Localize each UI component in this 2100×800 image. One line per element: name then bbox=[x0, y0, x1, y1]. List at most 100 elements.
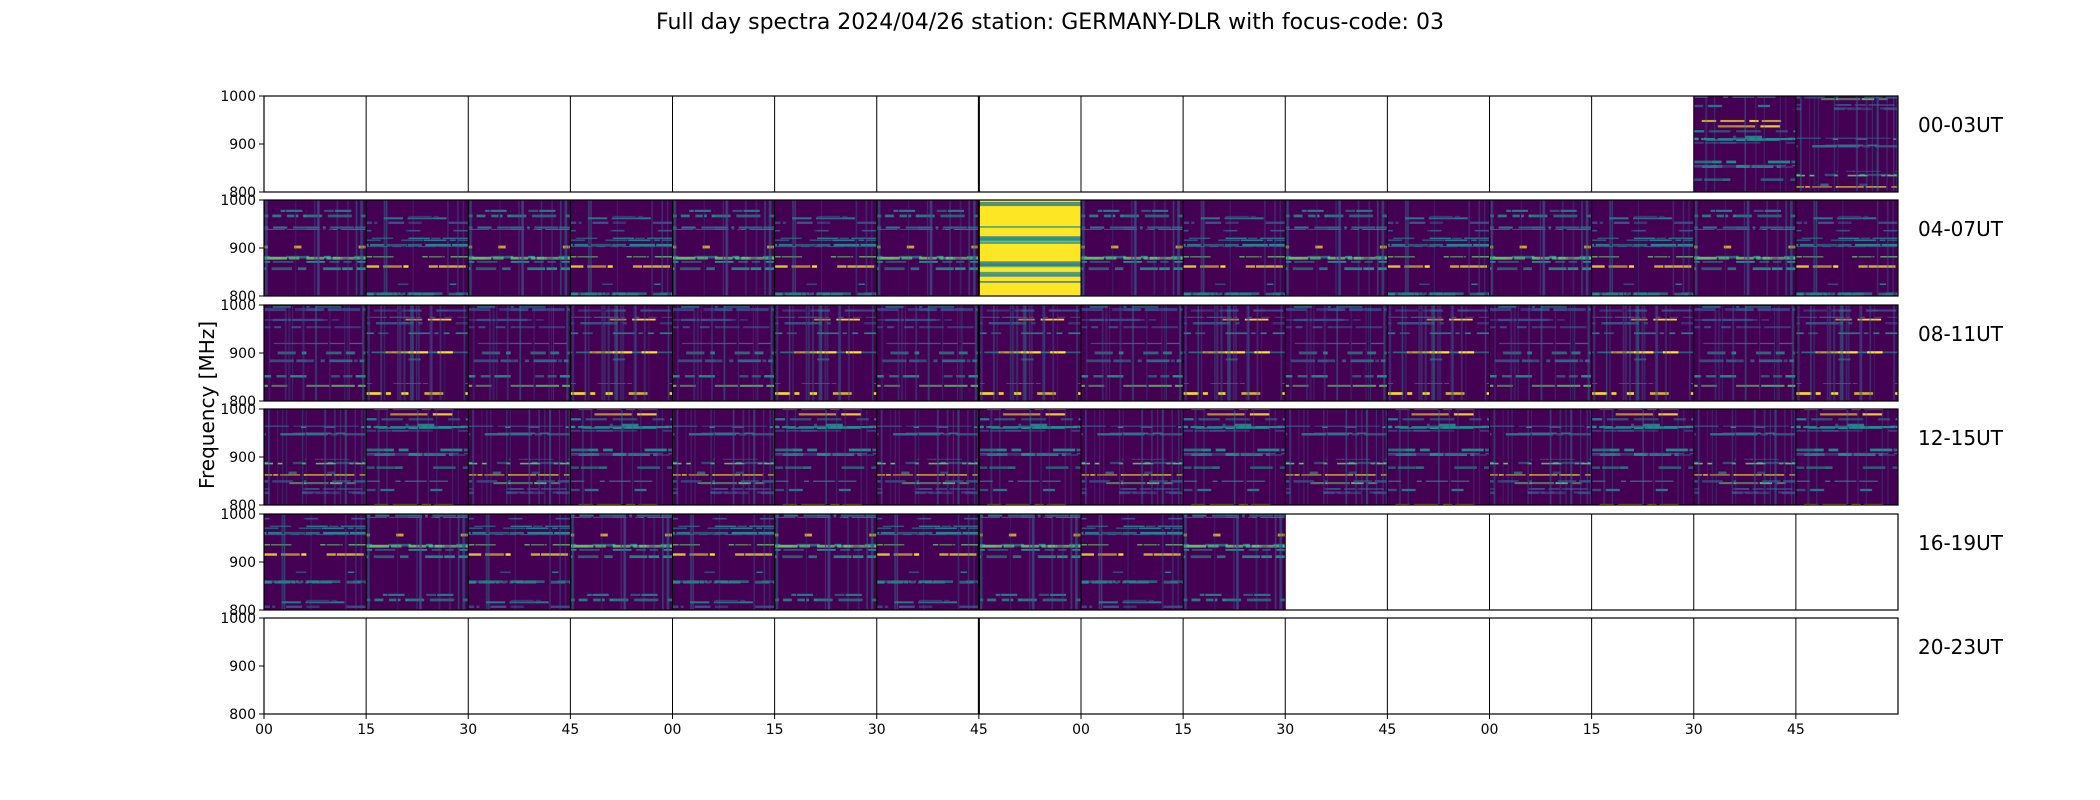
spectrogram-panel bbox=[672, 514, 775, 610]
y-axis-label: Frequency [MHz] bbox=[195, 321, 219, 489]
empty-panel bbox=[366, 96, 469, 192]
spectrogram-panel bbox=[1693, 409, 1796, 505]
empty-panel bbox=[264, 618, 367, 714]
spectrogram-panel bbox=[264, 305, 367, 401]
spectrogram-panel bbox=[1591, 409, 1694, 505]
empty-panel bbox=[468, 618, 571, 714]
spectrogram-panel bbox=[978, 200, 1081, 296]
spectrogram-panel bbox=[1387, 305, 1490, 401]
empty-panel bbox=[876, 96, 979, 192]
empty-panel bbox=[1693, 618, 1796, 714]
empty-panel bbox=[1285, 514, 1388, 610]
y-tick-label: 800 bbox=[229, 394, 256, 410]
empty-panel bbox=[468, 96, 571, 192]
empty-panel bbox=[1183, 96, 1286, 192]
spectrogram-panel bbox=[468, 409, 571, 505]
spectrogram-panel bbox=[672, 305, 775, 401]
spectrogram-panel bbox=[1387, 409, 1490, 505]
spectra-row-16-19UT: 800 900 1000 16-19UT bbox=[220, 507, 2003, 619]
empty-panel bbox=[1795, 514, 1898, 610]
empty-panel bbox=[1489, 96, 1592, 192]
empty-panel bbox=[1081, 618, 1184, 714]
spectrogram-panel bbox=[1795, 305, 1898, 401]
spectrogram-panel bbox=[1795, 409, 1898, 505]
spectrogram-panel bbox=[1795, 200, 1898, 296]
spectrogram-panel bbox=[366, 305, 469, 401]
y-tick-label: 800 bbox=[229, 289, 256, 305]
x-tick-label: 00 bbox=[255, 722, 273, 738]
empty-panel bbox=[1489, 618, 1592, 714]
empty-panel bbox=[570, 96, 673, 192]
empty-panel bbox=[672, 618, 775, 714]
x-tick-label: 45 bbox=[1378, 722, 1396, 738]
empty-panel bbox=[774, 96, 877, 192]
empty-panel bbox=[366, 618, 469, 714]
spectrogram-panel bbox=[774, 514, 877, 610]
spectrogram-panel bbox=[978, 514, 1081, 610]
row-label: 12-15UT bbox=[1918, 426, 2004, 450]
spectrogram-panel bbox=[774, 200, 877, 296]
spectrogram-panel bbox=[978, 409, 1081, 505]
spectrogram-panel bbox=[1081, 514, 1184, 610]
y-tick-label: 800 bbox=[229, 185, 256, 201]
spectrogram-panel bbox=[1693, 200, 1796, 296]
spectrogram-panel bbox=[264, 514, 367, 610]
spectrogram-panel bbox=[1081, 305, 1184, 401]
spectrogram-panel bbox=[366, 200, 469, 296]
spectrogram-panel bbox=[1489, 200, 1592, 296]
x-tick-label: 15 bbox=[1174, 722, 1192, 738]
y-tick-label: 900 bbox=[229, 659, 256, 675]
empty-panel bbox=[570, 618, 673, 714]
x-tick-label: 15 bbox=[357, 722, 375, 738]
spectrogram-panel bbox=[672, 409, 775, 505]
spectrogram-panel bbox=[1081, 200, 1184, 296]
spectrogram-panel bbox=[1387, 200, 1490, 296]
empty-panel bbox=[1081, 96, 1184, 192]
empty-panel bbox=[978, 618, 1081, 714]
spectrogram-panel bbox=[774, 305, 877, 401]
x-tick-label: 30 bbox=[1685, 722, 1703, 738]
y-tick-label: 1000 bbox=[220, 193, 256, 209]
y-tick-label: 1000 bbox=[220, 402, 256, 418]
spectrogram-panel bbox=[672, 200, 775, 296]
spectrogram-panel bbox=[1489, 305, 1592, 401]
empty-panel bbox=[978, 96, 1081, 192]
spectrogram-panel bbox=[876, 305, 979, 401]
y-tick-label: 1000 bbox=[220, 298, 256, 314]
spectrogram-panel bbox=[570, 409, 673, 505]
spectrogram-panel bbox=[468, 200, 571, 296]
spectrogram-panel bbox=[1489, 409, 1592, 505]
spectrogram-panel bbox=[468, 514, 571, 610]
spectrogram-panel bbox=[366, 409, 469, 505]
spectrogram-panel bbox=[1081, 409, 1184, 505]
empty-panel bbox=[1387, 96, 1490, 192]
spectra-row-12-15UT: 800 900 1000 12-15UT bbox=[220, 402, 2003, 514]
y-tick-label: 1000 bbox=[220, 89, 256, 105]
empty-panel bbox=[1591, 514, 1694, 610]
y-tick-label: 900 bbox=[229, 137, 256, 153]
spectrogram-panel bbox=[1693, 96, 1796, 192]
spectrogram-panel bbox=[876, 409, 979, 505]
x-tick-label: 00 bbox=[664, 722, 682, 738]
y-tick-label: 900 bbox=[229, 346, 256, 362]
x-tick-label: 45 bbox=[970, 722, 988, 738]
row-label: 16-19UT bbox=[1918, 531, 2004, 555]
y-tick-label: 900 bbox=[229, 555, 256, 571]
chart-title: Full day spectra 2024/04/26 station: GER… bbox=[656, 10, 1444, 35]
y-tick-label: 900 bbox=[229, 450, 256, 466]
y-tick-label: 800 bbox=[229, 707, 256, 723]
spectrogram-panel bbox=[1591, 305, 1694, 401]
y-tick-label: 800 bbox=[229, 603, 256, 619]
y-tick-label: 1000 bbox=[220, 507, 256, 523]
spectrogram-panel bbox=[1183, 200, 1286, 296]
empty-panel bbox=[1285, 618, 1388, 714]
spectrogram-panel bbox=[366, 514, 469, 610]
spectrogram-panel bbox=[570, 305, 673, 401]
spectrogram-panel bbox=[570, 200, 673, 296]
empty-panel bbox=[1387, 618, 1490, 714]
x-tick-label: 45 bbox=[561, 722, 579, 738]
x-tick-label: 15 bbox=[1583, 722, 1601, 738]
spectrogram-panel bbox=[1285, 409, 1388, 505]
y-tick-label: 900 bbox=[229, 241, 256, 257]
